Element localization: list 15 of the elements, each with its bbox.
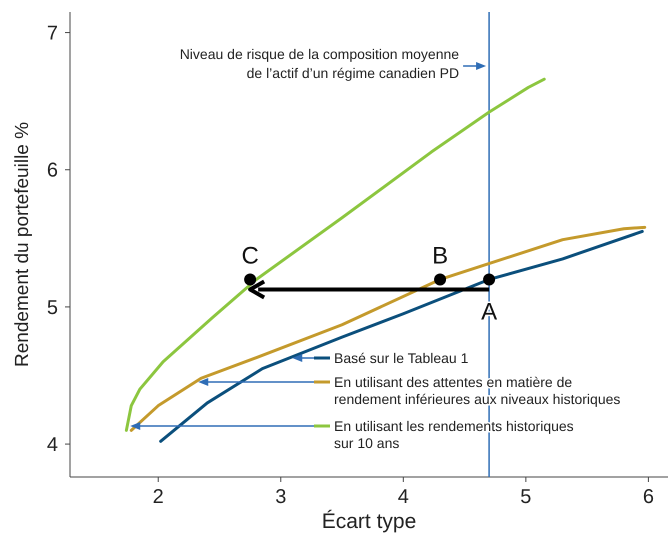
- x-tick-label: 4: [398, 486, 409, 508]
- y-axis-title: Rendement du portefeuille %: [12, 122, 33, 368]
- y-tick-label: 7: [46, 22, 58, 45]
- x-tick-label: 3: [275, 486, 286, 508]
- data-label: C: [241, 242, 259, 270]
- ref-line-label: Niveau de risque de la composition moyenne de l’actif d’un régime canadien PD: [180, 46, 460, 81]
- x-tick-label: 2: [152, 486, 164, 508]
- y-tick-label: 6: [46, 160, 58, 182]
- x-tick-label: 5: [520, 486, 532, 508]
- y-tick-label: 5: [46, 296, 58, 319]
- data-label: B: [432, 242, 448, 270]
- x-tick-label: 6: [642, 486, 654, 508]
- x-axis-title: Écart type: [322, 509, 416, 533]
- y-tick-label: 4: [46, 434, 58, 456]
- legend-label: Basé sur le Tableau 1: [334, 350, 469, 366]
